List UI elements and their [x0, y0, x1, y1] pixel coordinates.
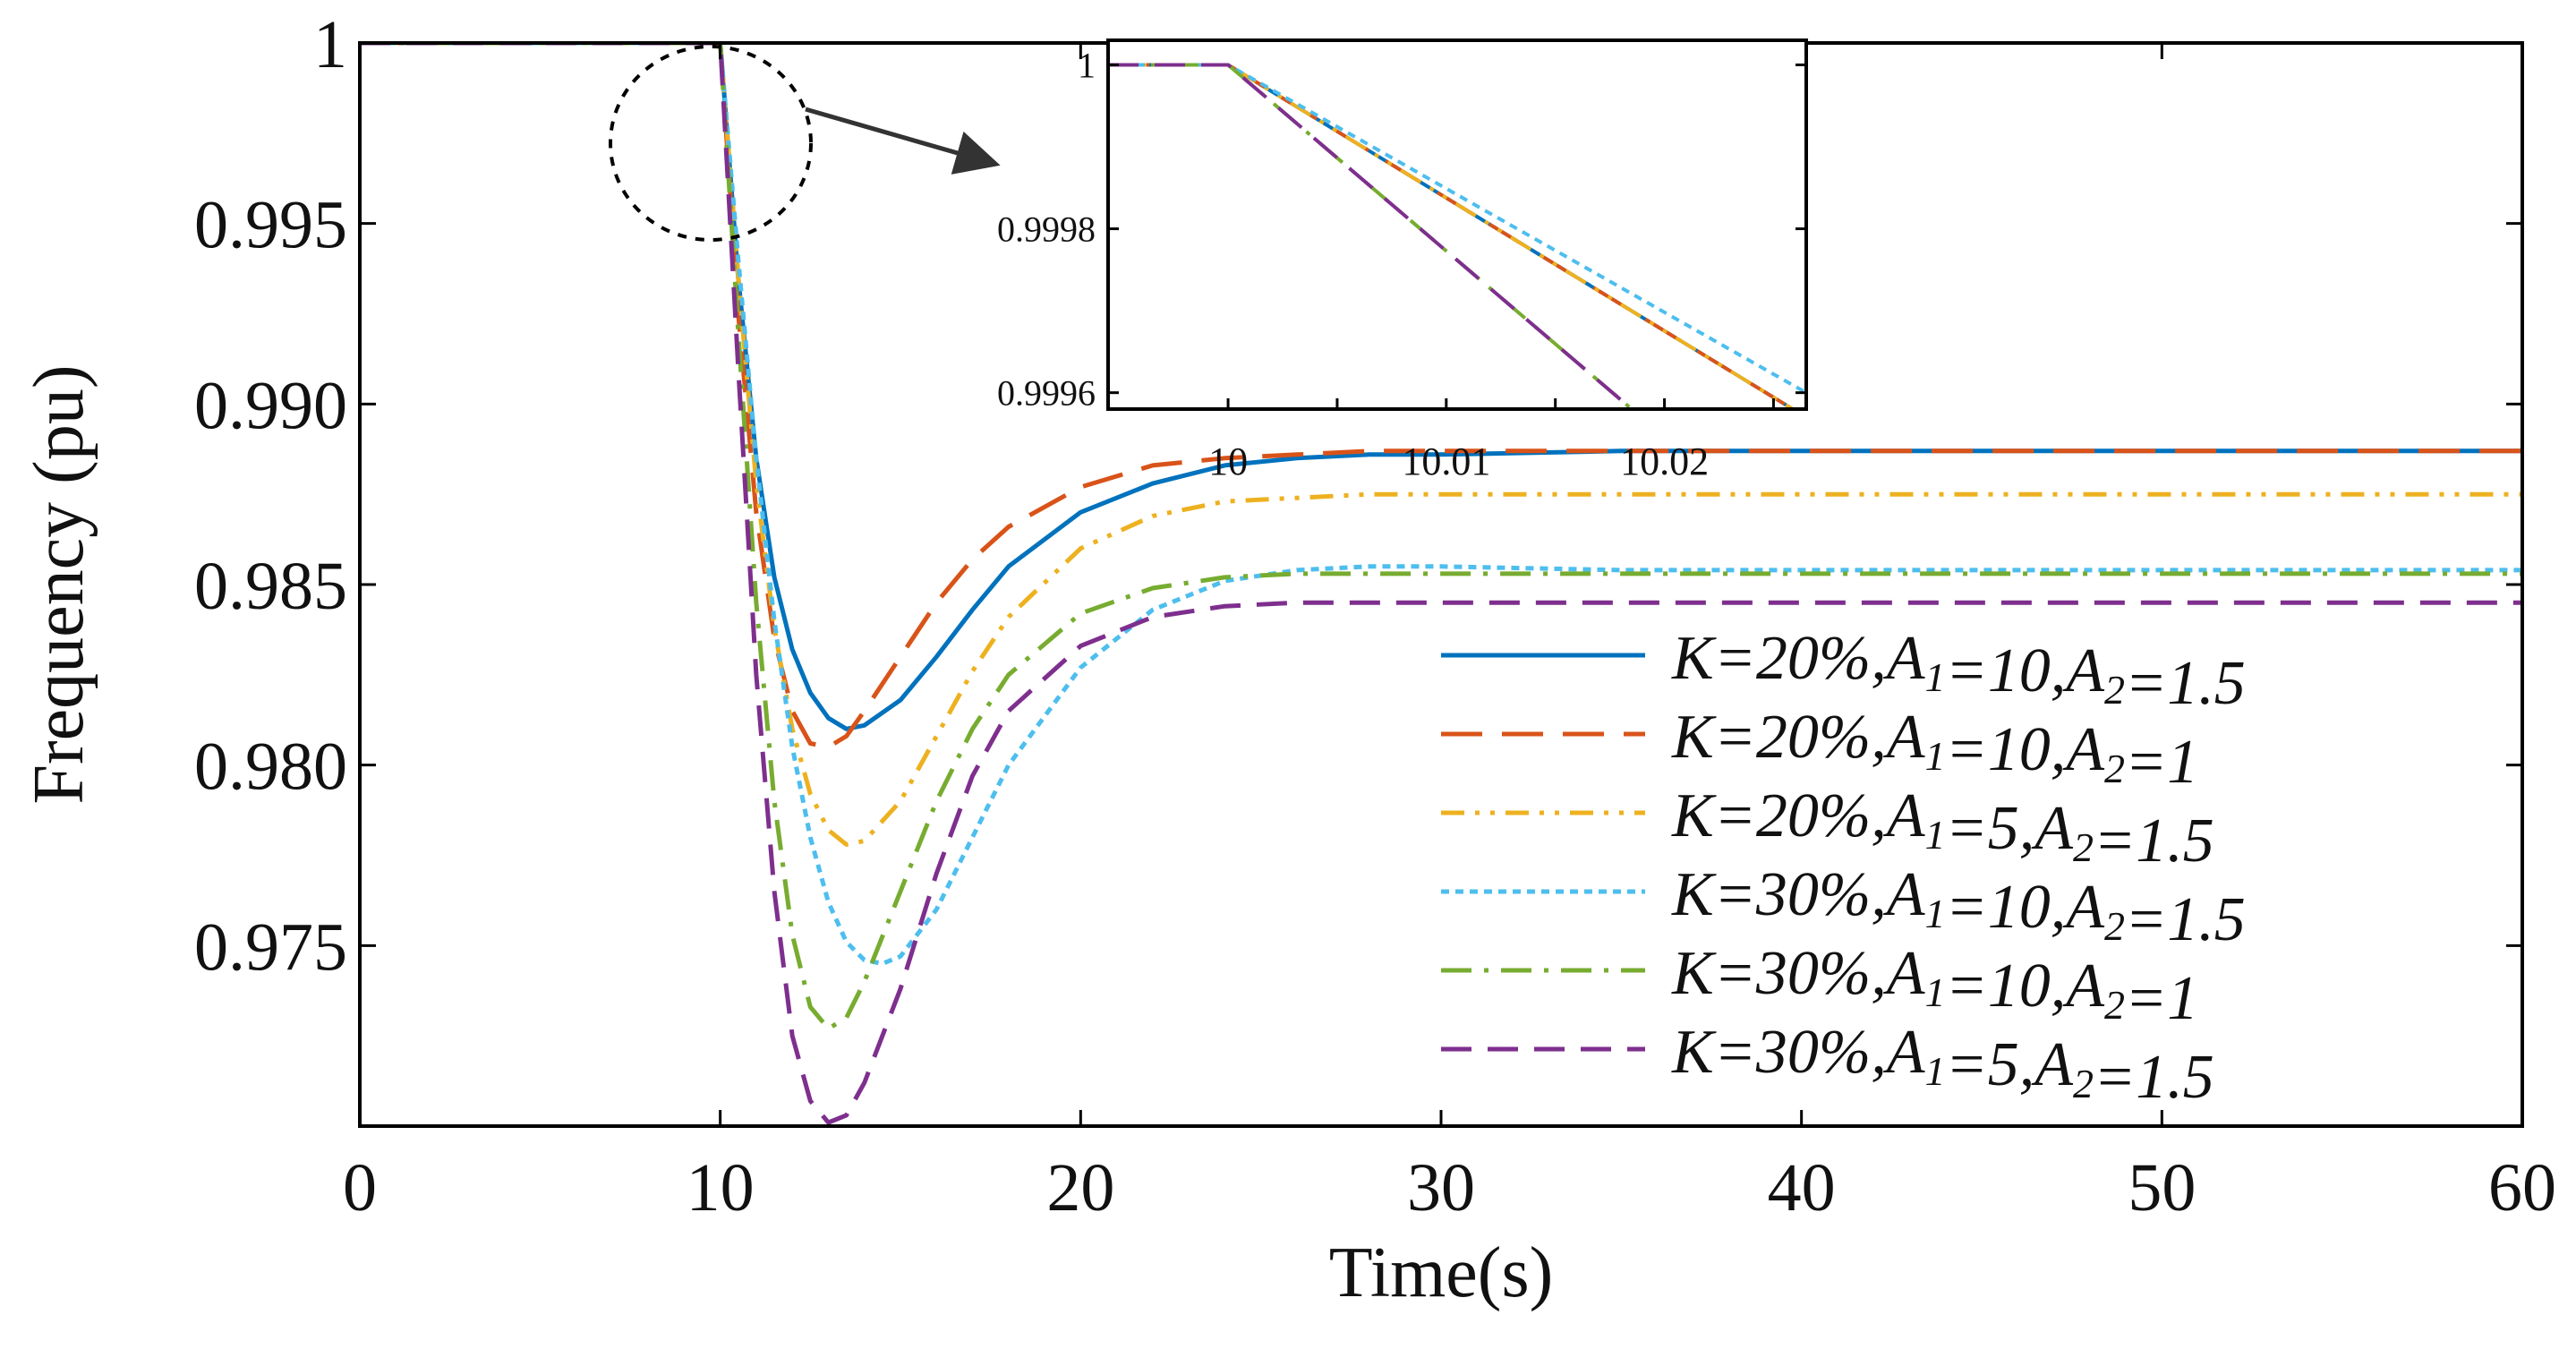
x-tick-label: 60 [2488, 1150, 2556, 1225]
inset-y-tick-label: 1 [1078, 45, 1096, 85]
legend-label-1: K=20%,A1=10,A2=1.5 [1671, 624, 2246, 718]
legend-label-5: K=30%,A1=10,A2=1 [1671, 939, 2198, 1033]
x-tick-label: 10 [687, 1150, 755, 1225]
x-tick-label: 20 [1046, 1150, 1114, 1225]
y-tick-label: 0.980 [194, 730, 347, 805]
inset-x-tick-label: 10 [1208, 440, 1248, 483]
inset-frame [1106, 38, 1808, 411]
legend-label-4: K=30%,A1=10,A2=1.5 [1671, 860, 2246, 954]
y-tick-label: 0.995 [194, 188, 347, 263]
series-line-6 [360, 43, 2522, 1125]
y-axis-label: Frequency (pu) [20, 365, 98, 805]
inset-series-line-6 [1108, 63, 1633, 409]
series-line-5 [360, 43, 2522, 1031]
inset-zoom-plot: 10 10.01 10.02 0.9996 0.9998 1 [997, 38, 1808, 483]
inset-y-tick-label: 0.9996 [997, 373, 1096, 414]
inset-series-line-2 [1108, 63, 1796, 409]
x-tick-label: 50 [2128, 1150, 2196, 1225]
inset-x-tick-label: 10.01 [1402, 440, 1490, 483]
y-tick-label: 0.975 [194, 909, 347, 985]
y-tick-label: 0.990 [194, 368, 347, 443]
x-tick-label: 30 [1407, 1150, 1475, 1225]
zoom-arrow [805, 107, 1001, 175]
series-line-4 [360, 43, 2522, 966]
inset-x-tick-label: 10.02 [1620, 440, 1709, 483]
legend-label-6: K=30%,A1=5,A2=1.5 [1671, 1018, 2214, 1112]
y-tick-label: 1 [313, 7, 347, 82]
legend-label-3: K=20%,A1=5,A2=1.5 [1671, 781, 2214, 875]
x-tick-label: 40 [1768, 1150, 1836, 1225]
inset-y-tick-label: 0.9998 [997, 209, 1096, 250]
legend-label-2: K=20%,A1=10,A2=1 [1671, 703, 2198, 797]
zoom-circle [609, 45, 813, 242]
legend: K=20%,A1=10,A2=1.5K=20%,A1=10,A2=1K=20%,… [1441, 624, 2246, 1112]
x-axis-label: Time(s) [1329, 1234, 1553, 1312]
y-tick-label: 0.985 [194, 549, 347, 624]
series-line-1 [360, 43, 2522, 731]
x-tick-label: 0 [343, 1150, 377, 1225]
